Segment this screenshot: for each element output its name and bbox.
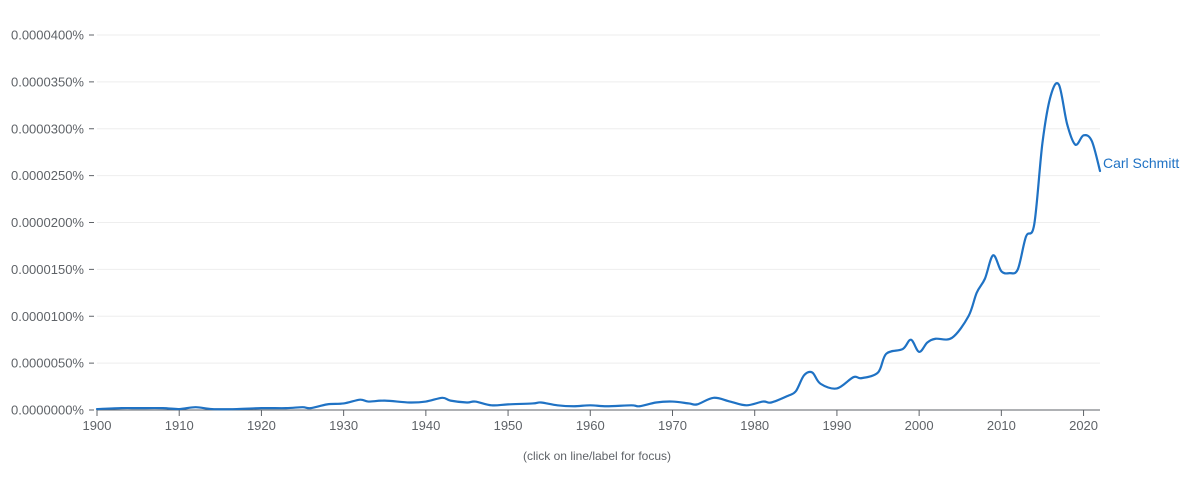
- y-tick-label: 0.0000050%: [11, 356, 84, 371]
- x-tick-label: 2000: [905, 418, 934, 433]
- x-tick-label: 1940: [411, 418, 440, 433]
- x-tick-label: 1950: [494, 418, 523, 433]
- y-tick-label: 0.0000250%: [11, 168, 84, 183]
- y-tick-label: 0.0000000%: [11, 403, 84, 418]
- x-tick-label: 1930: [329, 418, 358, 433]
- series-line[interactable]: [95, 82, 1102, 411]
- x-tick-label: 1960: [576, 418, 605, 433]
- focus-hint-caption: (click on line/label for focus): [523, 449, 671, 463]
- gridlines: [97, 34, 1100, 364]
- y-axis: 0.0000000% 0.0000050% 0.0000100% 0.0000150%…: [11, 28, 94, 418]
- x-tick-label: 2010: [987, 418, 1016, 433]
- series-label[interactable]: Carl Schmitt: [1103, 155, 1179, 171]
- x-tick-label: 1910: [165, 418, 194, 433]
- x-tick-label: 1990: [822, 418, 851, 433]
- x-tick-label: 1970: [658, 418, 687, 433]
- series-group[interactable]: Carl Schmitt: [95, 82, 1179, 411]
- y-tick-label: 0.0000100%: [11, 309, 84, 324]
- y-tick-label: 0.0000400%: [11, 28, 84, 43]
- x-tick-label: 1900: [83, 418, 112, 433]
- y-tick-label: 0.0000300%: [11, 121, 84, 136]
- y-tick-label: 0.0000150%: [11, 262, 84, 277]
- x-axis: 1900 1910 1920 1930 1940 1950 1960 1970 1980 1990…: [83, 409, 1100, 433]
- x-tick-label: 2020: [1069, 418, 1098, 433]
- x-tick-label: 1920: [247, 418, 276, 433]
- y-tick-label: 0.0000200%: [11, 215, 84, 230]
- x-tick-label: 1980: [740, 418, 769, 433]
- y-tick-label: 0.0000350%: [11, 74, 84, 89]
